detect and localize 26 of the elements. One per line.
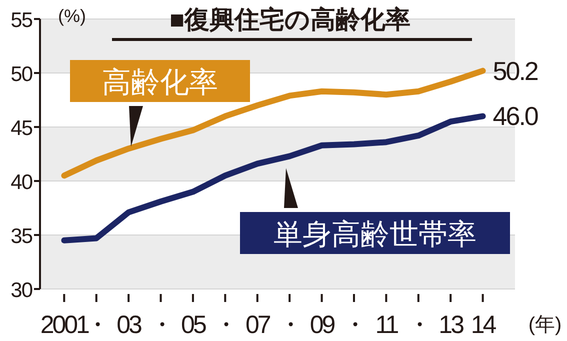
x-tick-label: ・ bbox=[406, 311, 430, 339]
x-tick-label: ・ bbox=[149, 311, 172, 339]
data-label: 46.0 bbox=[492, 101, 538, 132]
series-label: 高齢化率 bbox=[102, 67, 218, 99]
y-tick-label: 55 bbox=[10, 9, 32, 32]
x-tick-label: 05 bbox=[181, 311, 206, 339]
x-tick-label: ・ bbox=[278, 311, 302, 339]
y-tick-label: 35 bbox=[10, 225, 32, 248]
x-tick-label: 13 bbox=[438, 311, 464, 339]
x-axis-title: (年) bbox=[528, 314, 562, 336]
x-tick-label: 03 bbox=[116, 311, 142, 339]
series-label: 単身高齢世帯率 bbox=[274, 219, 476, 251]
x-tick-label: 11 bbox=[375, 311, 398, 339]
y-tick-label: 50 bbox=[10, 63, 32, 86]
x-tick-label: ・ bbox=[214, 311, 237, 339]
y-axis-title: (%) bbox=[58, 6, 86, 26]
x-tick-label: 2001 bbox=[40, 311, 90, 339]
chart-title: ■復興住宅の高齢化率 bbox=[169, 6, 411, 34]
x-tick-label: 14 bbox=[470, 311, 497, 339]
y-tick-label: 45 bbox=[10, 117, 32, 140]
x-tick-label: ・ bbox=[342, 311, 366, 339]
x-tick-label: 07 bbox=[245, 311, 270, 339]
data-label: 50.2 bbox=[492, 56, 538, 86]
y-tick-label: 40 bbox=[10, 171, 32, 194]
y-tick-label: 30 bbox=[10, 279, 32, 302]
x-tick-label: 09 bbox=[310, 311, 335, 339]
